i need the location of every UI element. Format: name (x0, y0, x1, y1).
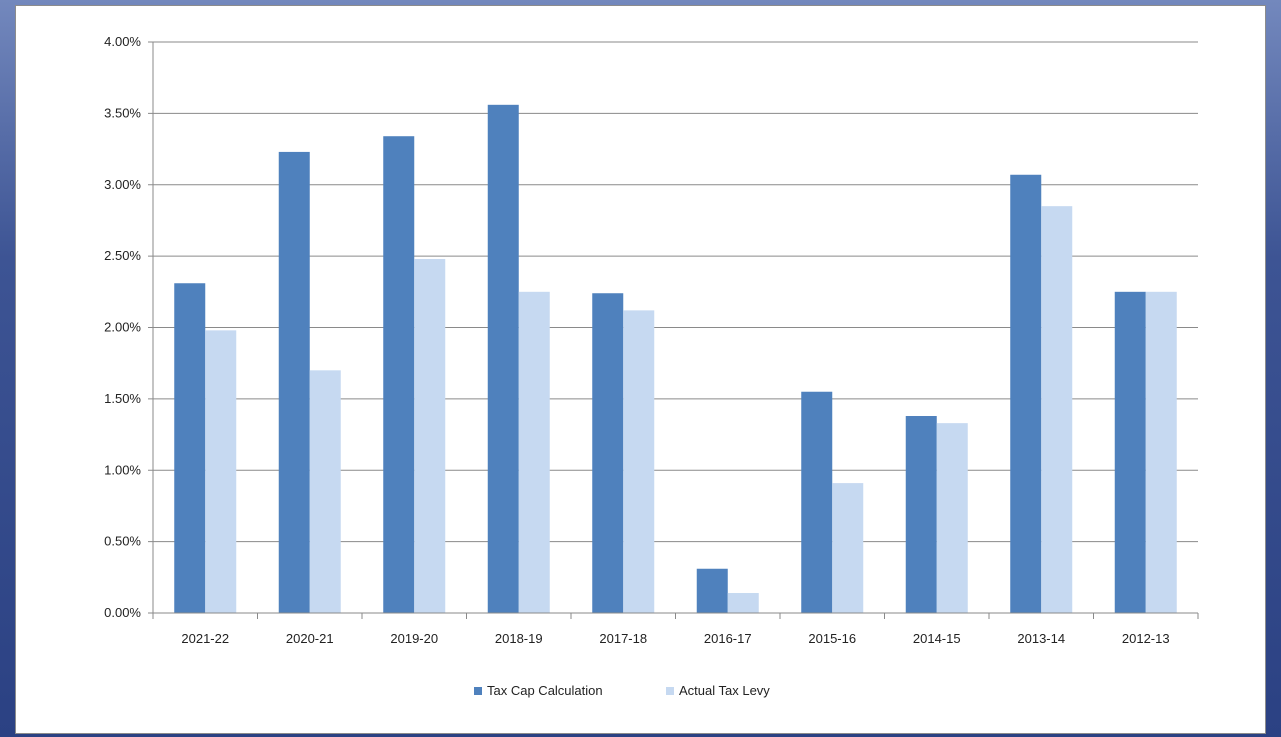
bar-tax-cap-calculation (174, 283, 206, 613)
y-tick-label: 0.00% (104, 605, 141, 620)
legend: Tax Cap Calculation Actual Tax Levy (474, 683, 770, 698)
bar-tax-cap-calculation (905, 416, 937, 613)
x-tick-label: 2019-20 (390, 631, 438, 646)
bar-chart: 0.00% 0.50% 1.00% 1.50% 2.00% 2.50% 3.00% 3.50%… (104, 34, 1199, 698)
legend-swatch-actual-tax-levy (666, 687, 674, 695)
legend-swatch-tax-cap-calculation (474, 687, 482, 695)
x-tick-label: 2013-14 (1017, 631, 1065, 646)
bar-tax-cap-calculation (801, 391, 833, 613)
y-tick-label: 3.00% (104, 177, 141, 192)
chart-frame: 0.00% 0.50% 1.00% 1.50% 2.00% 2.50% 3.00% 3.50%… (15, 5, 1266, 734)
x-tick-label: 2018-19 (495, 631, 543, 646)
bar-tax-cap-calculation (592, 293, 624, 613)
bar-actual-tax-levy (1145, 291, 1177, 613)
x-tick-label: 2012-13 (1122, 631, 1170, 646)
legend-label-tax-cap-calculation: Tax Cap Calculation (487, 683, 603, 698)
y-tick-label: 2.00% (104, 320, 141, 335)
bar-actual-tax-levy (832, 483, 864, 613)
y-tick-label: 0.50% (104, 534, 141, 549)
y-tick-label: 3.50% (104, 105, 141, 120)
bars (174, 104, 1177, 614)
x-tick-label: 2016-17 (704, 631, 752, 646)
bar-tax-cap-calculation (1114, 291, 1146, 613)
bar-tax-cap-calculation (696, 568, 728, 613)
bar-tax-cap-calculation (278, 151, 310, 614)
bar-actual-tax-levy (623, 310, 655, 613)
bar-actual-tax-levy (518, 291, 550, 613)
bar-actual-tax-levy (1041, 206, 1073, 613)
x-axis-ticks: 2021-22 2020-21 2019-20 2018-19 2017-18 2016-… (152, 613, 1199, 646)
bar-tax-cap-calculation (1010, 174, 1042, 613)
y-tick-label: 1.50% (104, 391, 141, 406)
x-tick-label: 2015-16 (808, 631, 856, 646)
y-tick-label: 1.00% (104, 462, 141, 477)
bar-actual-tax-levy (727, 593, 759, 613)
y-tick-label: 4.00% (104, 34, 141, 49)
bar-actual-tax-levy (414, 258, 446, 613)
x-tick-label: 2020-21 (286, 631, 334, 646)
x-tick-label: 2021-22 (181, 631, 229, 646)
bar-actual-tax-levy (309, 370, 341, 613)
bar-tax-cap-calculation (383, 136, 415, 613)
bar-actual-tax-levy (205, 330, 237, 613)
y-axis-ticks: 0.00% 0.50% 1.00% 1.50% 2.00% 2.50% 3.00% 3.50%… (104, 34, 153, 620)
legend-label-actual-tax-levy: Actual Tax Levy (679, 683, 770, 698)
y-tick-label: 2.50% (104, 248, 141, 263)
x-tick-label: 2014-15 (913, 631, 961, 646)
bar-actual-tax-levy (936, 423, 968, 613)
bar-tax-cap-calculation (487, 104, 519, 613)
x-tick-label: 2017-18 (599, 631, 647, 646)
